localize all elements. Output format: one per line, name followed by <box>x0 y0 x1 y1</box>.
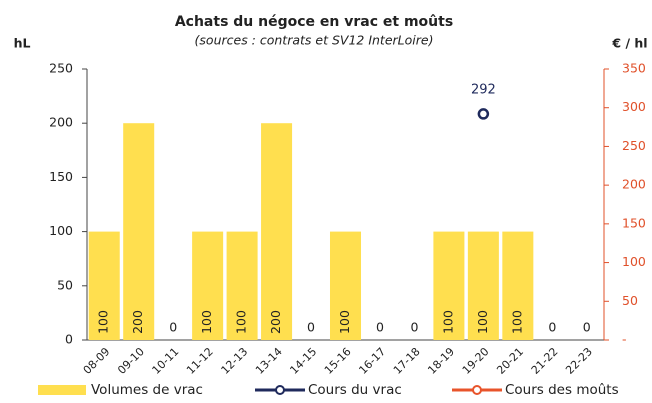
y2-tick-label: 200 <box>622 177 646 192</box>
y-axis-label: hL <box>14 36 31 51</box>
data-label: 100 <box>509 310 524 334</box>
data-label: 0 <box>548 320 556 335</box>
y2-tick-label: - <box>622 332 627 347</box>
x-tick-label: 09-10 <box>115 345 147 377</box>
bar <box>226 231 258 340</box>
bar <box>502 231 534 340</box>
x-tick-label: 20-21 <box>494 345 526 377</box>
x-tick-label: 13-14 <box>253 345 285 377</box>
y-tick-label: 0 <box>65 332 73 347</box>
legend-marker <box>472 385 482 395</box>
x-tick-label: 21-22 <box>529 345 561 377</box>
x-tick-label: 15-16 <box>322 345 354 377</box>
x-tick-label: 14-15 <box>287 345 319 377</box>
y2-tick-label: 250 <box>622 138 646 153</box>
chart-title: Achats du négoce en vrac et moûts <box>175 14 453 30</box>
point <box>477 108 490 120</box>
data-label: 100 <box>475 310 490 334</box>
y-tick-label: 200 <box>49 115 73 130</box>
data-label: 100 <box>199 310 214 334</box>
data-label: 100 <box>337 310 352 334</box>
bar <box>261 123 293 340</box>
bar <box>329 231 362 340</box>
data-label: 100 <box>440 310 455 334</box>
data-label: 292 <box>471 82 496 97</box>
y2-tick-label: 350 <box>622 61 646 76</box>
legend-marker <box>275 385 285 395</box>
bar <box>123 123 155 340</box>
bar <box>467 231 499 340</box>
data-label: 200 <box>130 310 145 334</box>
x-tick-label: 19-20 <box>460 345 492 377</box>
data-label: 100 <box>234 310 249 334</box>
y2-tick-label: 100 <box>622 254 646 269</box>
data-label: 0 <box>169 320 177 335</box>
legend-label: Volumes de vrac <box>91 382 203 398</box>
bar <box>192 231 224 340</box>
y-tick-label: 50 <box>57 277 73 292</box>
y2-tick-label: 150 <box>622 215 646 230</box>
y2-axis-label: € / hl <box>611 36 647 51</box>
chart-subtitle: (sources : contrats et SV12 InterLoire) <box>195 33 434 48</box>
legend-swatch <box>38 385 86 395</box>
x-tick-label: 18-19 <box>425 345 457 377</box>
y-tick-label: 150 <box>49 169 73 184</box>
data-label: 0 <box>376 320 384 335</box>
y-tick-label: 100 <box>49 223 73 238</box>
x-tick-label: 10-11 <box>150 345 182 377</box>
legend-label: Cours du vrac <box>308 382 402 398</box>
y-tick-label: 250 <box>49 61 73 76</box>
bar <box>88 231 120 340</box>
data-label: 0 <box>410 320 418 335</box>
data-label: 100 <box>96 310 111 334</box>
x-tick-label: 12-13 <box>219 345 251 377</box>
x-tick-label: 22-23 <box>563 345 595 377</box>
x-tick-label: 16-17 <box>356 345 388 377</box>
x-tick-label: 11-12 <box>184 345 216 377</box>
data-label: 0 <box>583 320 591 335</box>
legend-label: Cours des moûts <box>505 382 619 398</box>
data-label: 200 <box>268 310 283 334</box>
data-label: 0 <box>307 320 315 335</box>
bar <box>433 231 465 340</box>
x-tick-label: 08-09 <box>81 345 113 377</box>
y2-tick-label: 50 <box>622 293 638 308</box>
y2-tick-label: 300 <box>622 99 646 114</box>
x-tick-label: 17-18 <box>391 345 423 377</box>
